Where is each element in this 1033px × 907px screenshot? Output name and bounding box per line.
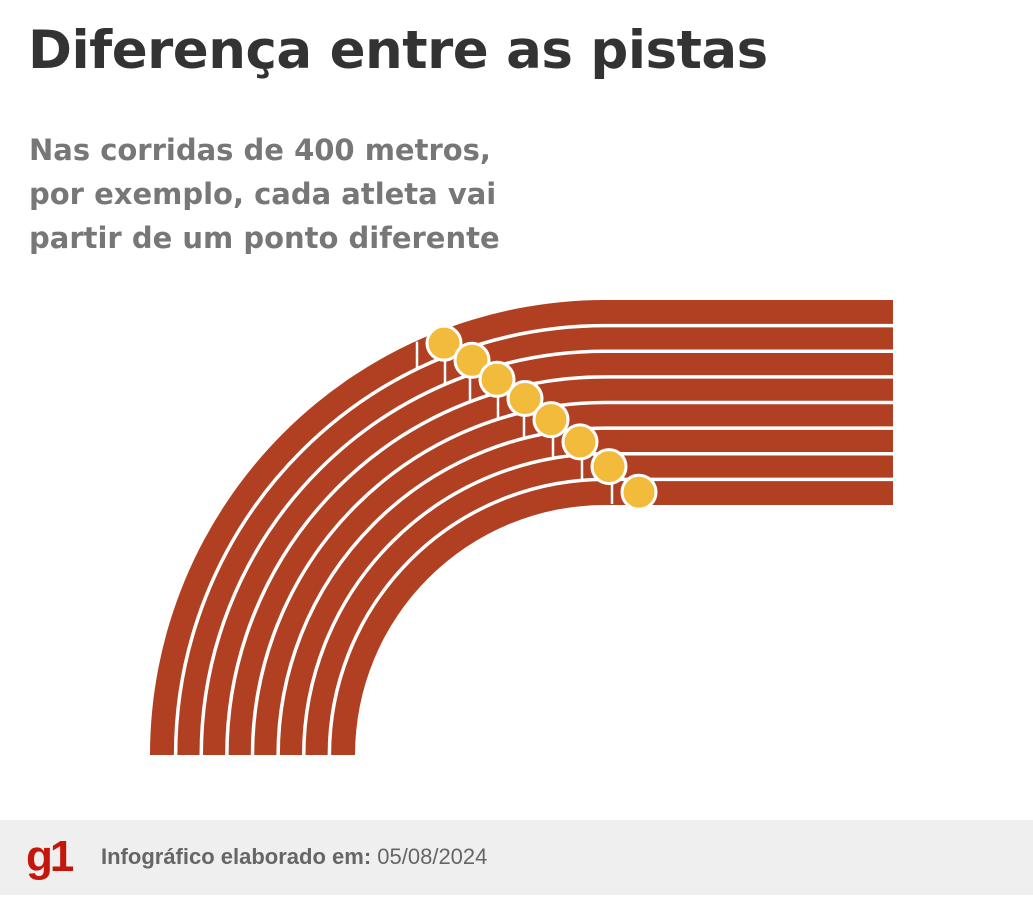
credit-label: Infográfico elaborado em: bbox=[101, 844, 372, 869]
page-subtitle: Nas corridas de 400 metros, por exemplo,… bbox=[29, 128, 500, 260]
lane-line-7 bbox=[173, 323, 893, 756]
lane-line-1 bbox=[327, 477, 893, 756]
runner-lane-3 bbox=[561, 423, 599, 461]
footer: g1 Infográfico elaborado em: 05/08/2024 bbox=[0, 820, 1033, 895]
subtitle-line-2: por exemplo, cada atleta vai bbox=[29, 177, 497, 211]
runner-lane-6 bbox=[478, 360, 516, 398]
track-surface bbox=[150, 300, 893, 755]
credit: Infográfico elaborado em: 05/08/2024 bbox=[101, 844, 487, 870]
runner-lane-1 bbox=[620, 473, 658, 511]
g1-logo: g1 bbox=[26, 832, 74, 881]
track-surface-shape bbox=[150, 300, 893, 755]
page-title: Diferença entre as pistas bbox=[28, 20, 768, 81]
credit-date: 05/08/2024 bbox=[377, 844, 488, 869]
subtitle-line-1: Nas corridas de 400 metros, bbox=[29, 133, 491, 167]
track-diagram bbox=[150, 300, 893, 756]
subtitle-line-3: partir de um ponto diferente bbox=[29, 221, 500, 255]
runners bbox=[425, 324, 658, 511]
runner-lane-2 bbox=[590, 448, 628, 486]
lane-line-2 bbox=[302, 452, 893, 756]
runner-lane-4 bbox=[532, 401, 570, 439]
runner-lane-7 bbox=[453, 341, 491, 379]
runner-lane-5 bbox=[506, 380, 544, 418]
runner-lane-8 bbox=[425, 324, 463, 362]
lane-line-6 bbox=[199, 349, 893, 756]
